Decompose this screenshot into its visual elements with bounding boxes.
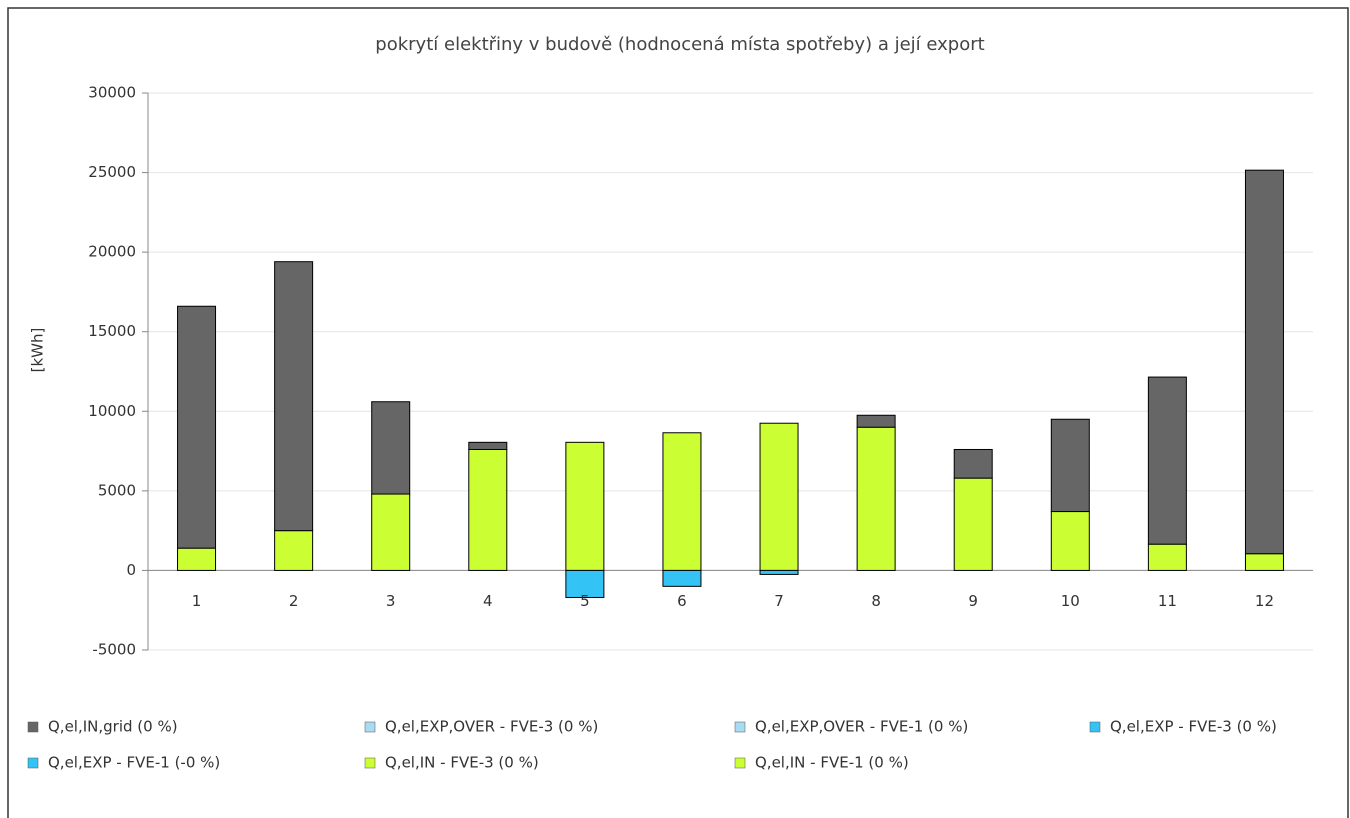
bar-segment — [953, 477, 993, 571]
x-tick-label: 11 — [1158, 592, 1177, 610]
bar-segment — [371, 493, 411, 571]
y-tick-label: 20000 — [88, 243, 136, 261]
bar-segment — [468, 441, 508, 450]
y-tick-label: 10000 — [88, 402, 136, 420]
y-tick-label: -5000 — [92, 641, 136, 659]
bar-segment — [177, 305, 217, 549]
bar-segment — [662, 569, 702, 587]
x-tick-label: 4 — [483, 592, 493, 610]
legend-swatch — [734, 757, 746, 769]
bar-segment — [565, 569, 605, 598]
legend-label: Q,el,EXP - FVE-3 (0 %) — [1110, 718, 1277, 736]
bar-segment — [953, 448, 993, 479]
legend-swatch — [27, 721, 39, 733]
x-tick-label: 8 — [871, 592, 881, 610]
legend-swatch — [1089, 721, 1101, 733]
x-tick-label: 2 — [289, 592, 299, 610]
legend-label: Q,el,EXP,OVER - FVE-3 (0 %) — [385, 718, 598, 736]
chart-title: pokrytí elektřiny v budově (hodnocená mí… — [375, 34, 984, 55]
y-tick-label: 0 — [126, 561, 136, 579]
bar-segment — [759, 422, 799, 571]
legend-label: Q,el,EXP - FVE-1 (-0 %) — [48, 754, 220, 772]
y-tick-label: 25000 — [88, 163, 136, 181]
legend-label: Q,el,IN - FVE-3 (0 %) — [385, 754, 539, 772]
bar-segment — [1147, 543, 1187, 571]
y-axis-label: [kWh] — [29, 328, 47, 373]
bar-segment — [1244, 169, 1284, 555]
legend-label: Q,el,EXP,OVER - FVE-1 (0 %) — [755, 718, 968, 736]
x-tick-label: 12 — [1255, 592, 1274, 610]
x-tick-label: 1 — [192, 592, 202, 610]
bar-segment — [856, 426, 896, 571]
bar-segment — [371, 401, 411, 495]
bar-segment — [662, 432, 702, 571]
bar-segment — [1147, 376, 1187, 545]
bar-segment — [856, 414, 896, 428]
bar-segment — [274, 261, 314, 532]
y-tick-label: 5000 — [98, 481, 136, 499]
legend-swatch — [364, 721, 376, 733]
bar-segment — [468, 448, 508, 571]
x-tick-label: 7 — [774, 592, 784, 610]
bar-segment — [565, 441, 605, 571]
bar-segment — [759, 569, 799, 575]
legend-swatch — [27, 757, 39, 769]
x-tick-label: 10 — [1061, 592, 1080, 610]
x-tick-label: 3 — [386, 592, 396, 610]
bar-segment — [1050, 418, 1090, 513]
bar-segment — [1050, 511, 1090, 571]
y-tick-label: 30000 — [88, 84, 136, 102]
bar-segment — [274, 530, 314, 571]
y-tick-label: 15000 — [88, 322, 136, 340]
bar-segment — [177, 547, 217, 571]
frame — [7, 7, 1349, 818]
x-tick-label: 6 — [677, 592, 687, 610]
legend-swatch — [364, 757, 376, 769]
legend-label: Q,el,IN - FVE-1 (0 %) — [755, 754, 909, 772]
legend-swatch — [734, 721, 746, 733]
x-tick-label: 5 — [580, 592, 590, 610]
bar-segment — [1244, 553, 1284, 571]
x-tick-label: 9 — [968, 592, 978, 610]
legend-label: Q,el,IN,grid (0 %) — [48, 718, 178, 736]
